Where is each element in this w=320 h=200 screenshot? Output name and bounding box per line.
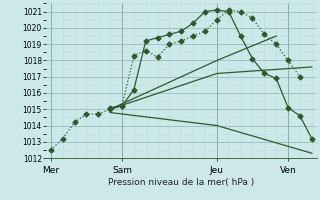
X-axis label: Pression niveau de la mer( hPa ): Pression niveau de la mer( hPa ) [108,178,254,187]
